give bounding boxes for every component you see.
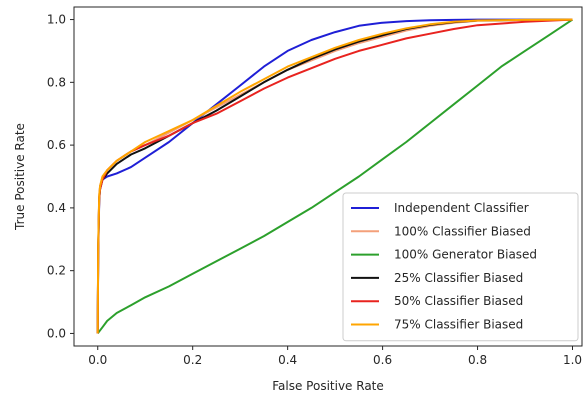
y-tick-label: 0.6 bbox=[47, 138, 66, 152]
series-line-6 bbox=[96, 18, 573, 334]
x-tick-label: 0.0 bbox=[88, 353, 107, 367]
legend-label: Independent Classifier bbox=[394, 201, 529, 215]
x-tick-label: 0.8 bbox=[468, 353, 487, 367]
legend-label: 100% Generator Biased bbox=[394, 248, 537, 262]
y-axis-label: True Positive Rate bbox=[13, 123, 27, 231]
legend: Independent Classifier 100% Classifier Bi… bbox=[342, 192, 579, 342]
x-tick-label: 0.4 bbox=[278, 353, 297, 367]
y-tick-label: 0.2 bbox=[47, 264, 66, 278]
legend-label: 50% Classifier Biased bbox=[394, 294, 523, 308]
legend-label: 25% Classifier Biased bbox=[394, 271, 523, 285]
y-tick-label: 0.8 bbox=[47, 75, 66, 89]
legend-label: 100% Classifier Biased bbox=[394, 224, 531, 238]
x-axis-ticks: 0.0 0.2 0.4 0.6 0.8 1.0 bbox=[88, 346, 582, 367]
y-tick-label: 0.0 bbox=[47, 326, 66, 340]
series-lines bbox=[96, 18, 574, 335]
y-tick-label: 0.4 bbox=[47, 201, 66, 215]
legend-box bbox=[342, 192, 579, 342]
legend-label: 75% Classifier Biased bbox=[394, 318, 523, 332]
x-tick-label: 1.0 bbox=[563, 353, 582, 367]
y-tick-label: 1.0 bbox=[47, 13, 66, 27]
x-axis-label: False Positive Rate bbox=[272, 379, 384, 393]
x-tick-label: 0.2 bbox=[183, 353, 202, 367]
x-tick-label: 0.6 bbox=[373, 353, 392, 367]
series-line-3 bbox=[96, 18, 574, 335]
y-axis-ticks: 0.0 0.2 0.4 0.6 0.8 1.0 bbox=[47, 13, 74, 340]
plot-frame bbox=[73, 6, 583, 347]
